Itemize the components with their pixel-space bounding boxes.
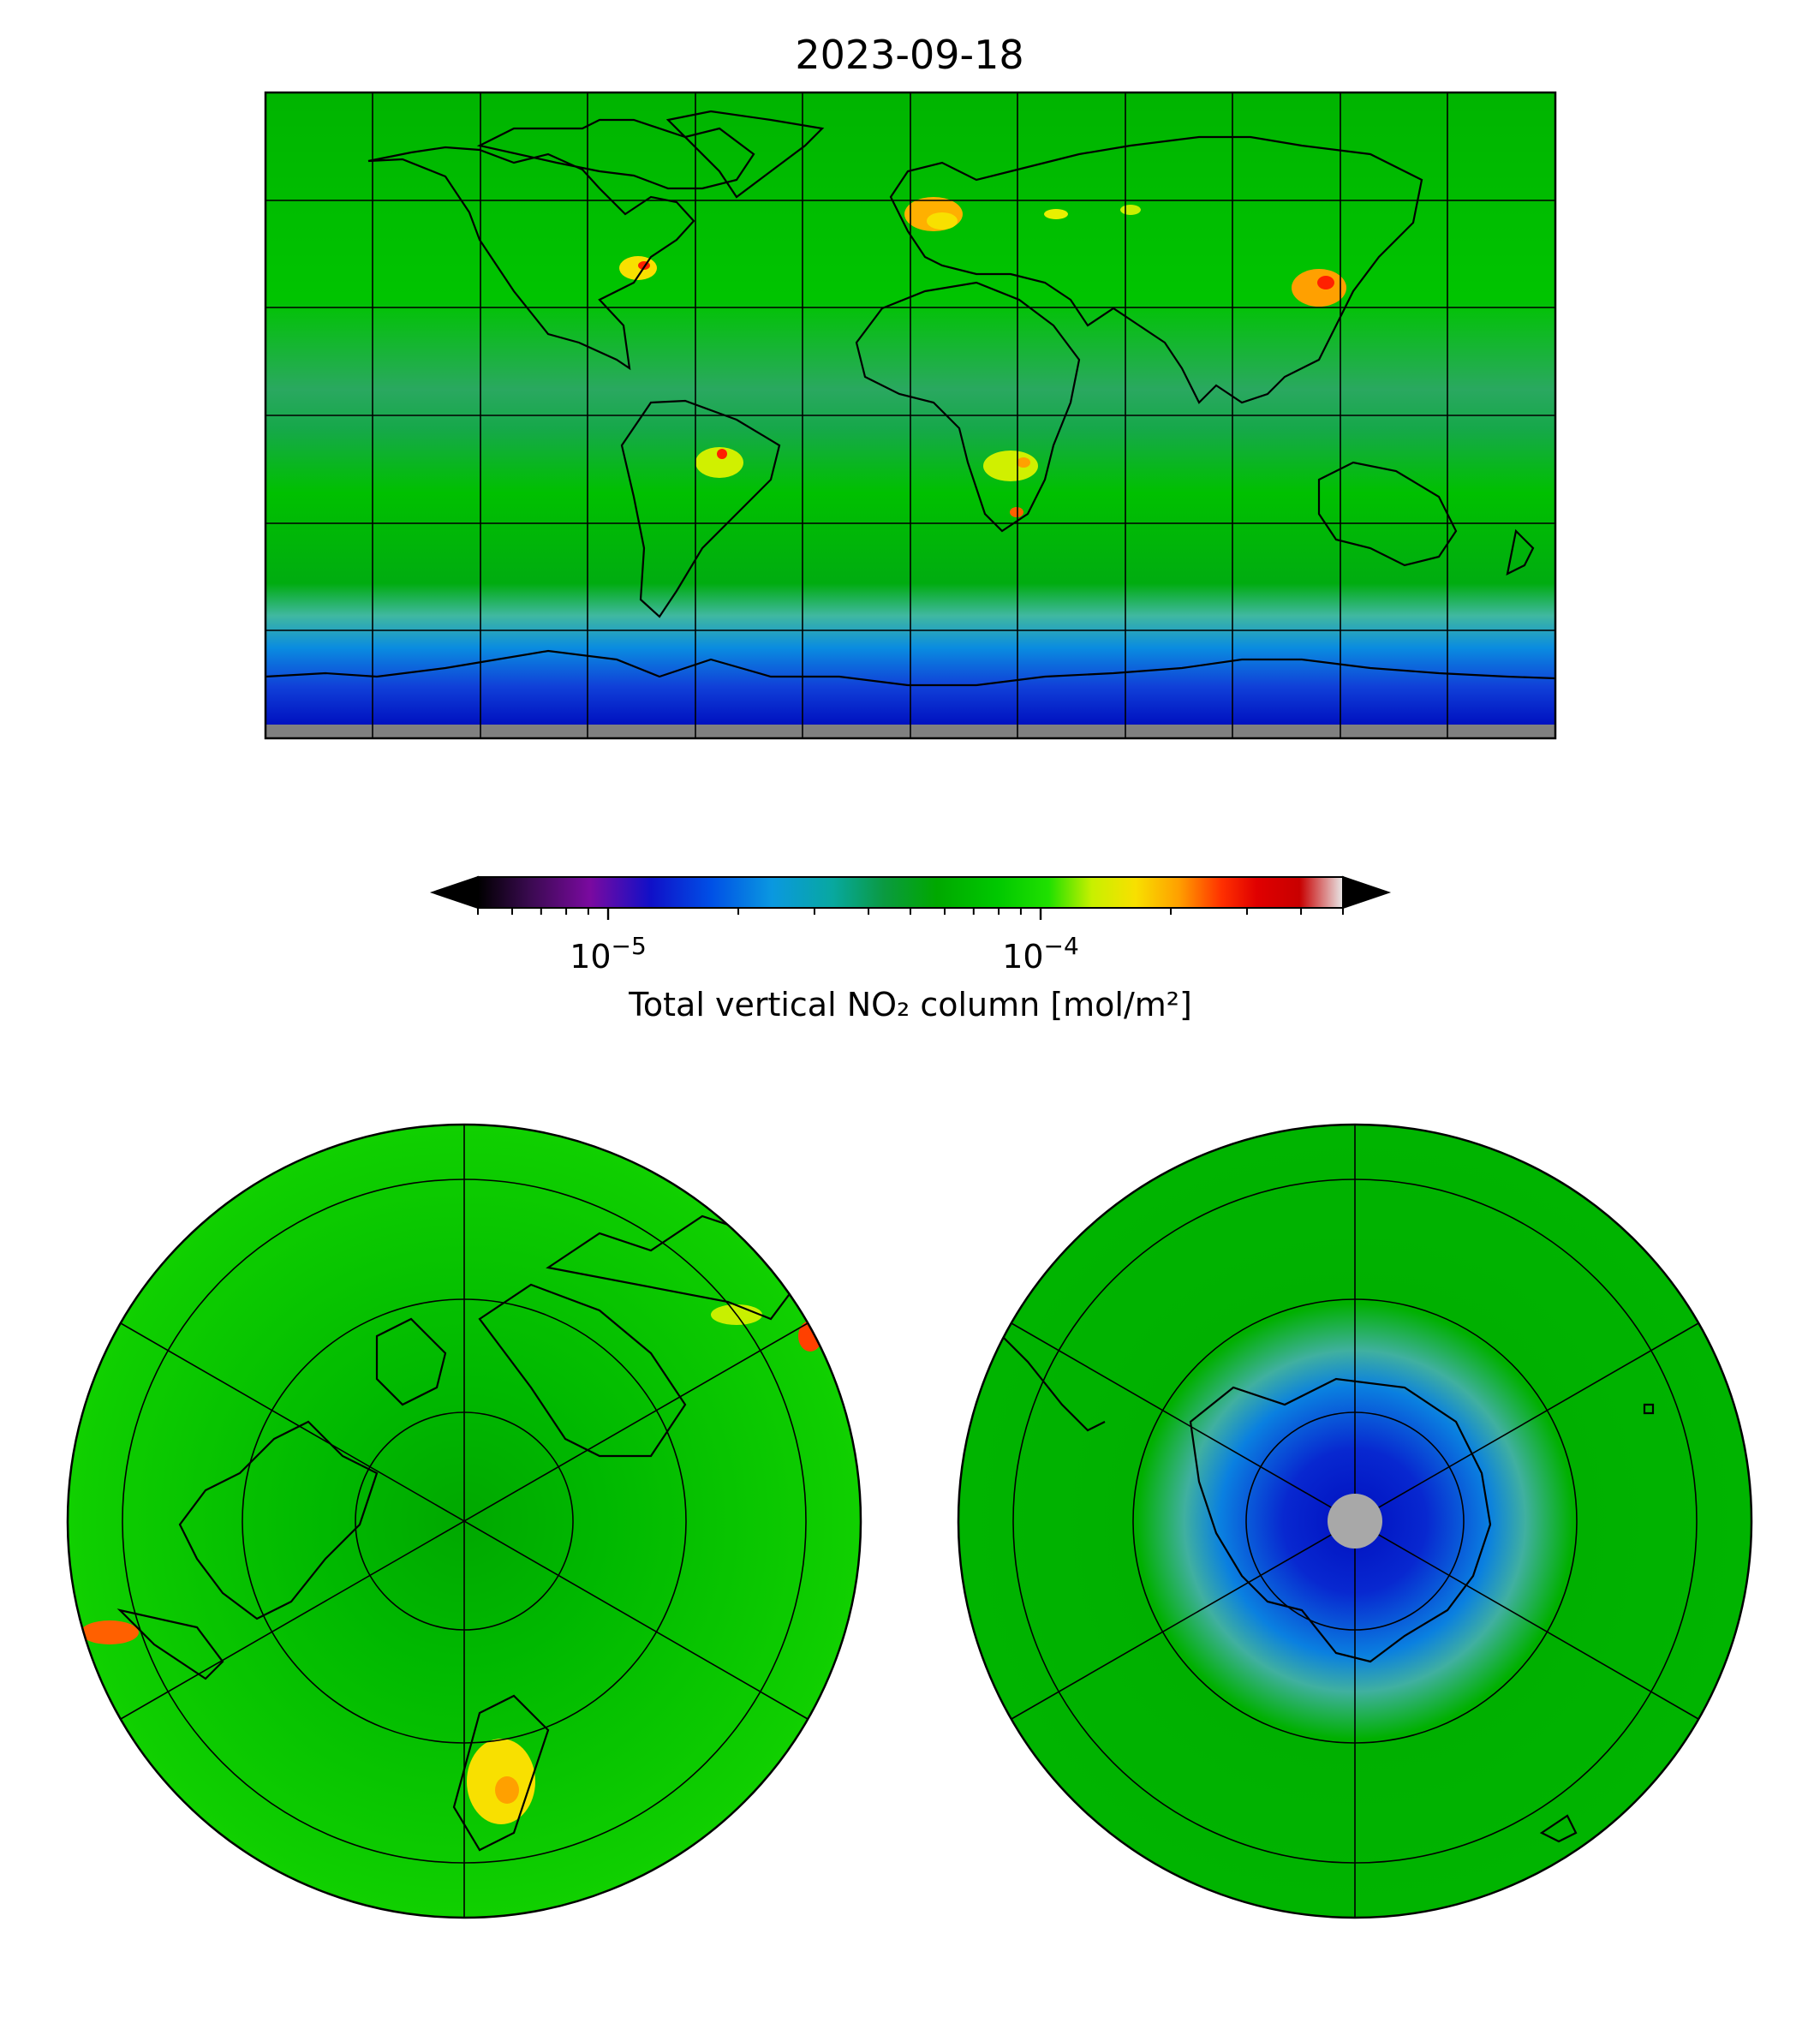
coastlines <box>265 110 1556 687</box>
colorbar-major-ticks <box>606 908 1042 920</box>
colorbar-under-extension <box>429 875 479 910</box>
north-graticule <box>120 1125 809 1918</box>
colorbar: 10−5 10−4 Total vertical NO₂ column [mol… <box>429 875 1392 1023</box>
graticule <box>266 92 1555 738</box>
south-polar-panel <box>957 1123 1753 1919</box>
north-hotspots <box>81 1304 822 1824</box>
south-polar-frame <box>957 1123 1753 1919</box>
south-coastlines <box>1001 1335 1655 1843</box>
colorbar-tick-label: 10−4 <box>1002 932 1079 976</box>
global-map-frame <box>264 91 1557 740</box>
global-map-panel <box>264 91 1557 740</box>
colorbar-label: Total vertical NO₂ column [mol/m²] <box>628 986 1192 1023</box>
south-pole-mask <box>1328 1494 1382 1549</box>
colorbar-tick-label: 10−5 <box>570 932 647 976</box>
north-polar-panel <box>66 1123 862 1919</box>
figure-title: 2023-09-18 <box>795 32 1023 78</box>
colorbar-over-extension <box>1342 875 1392 910</box>
colorbar-minor-ticks <box>477 908 1344 915</box>
colorbar-gradient <box>478 877 1343 908</box>
north-polar-frame <box>66 1123 862 1919</box>
